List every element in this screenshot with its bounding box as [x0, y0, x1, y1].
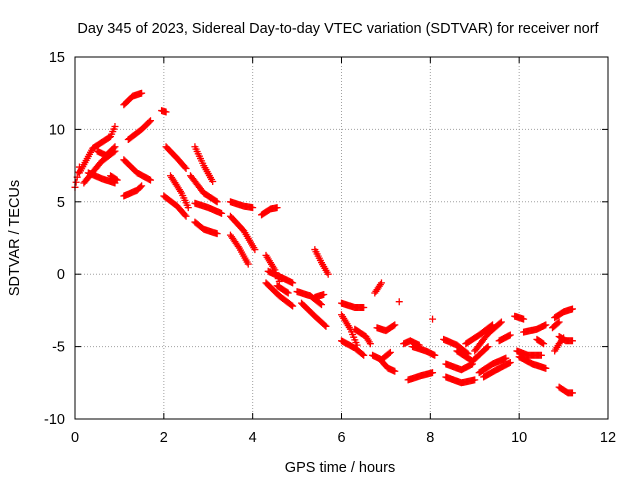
- data-point: [113, 176, 121, 184]
- data-point: [386, 348, 394, 356]
- data-point: [145, 118, 153, 126]
- y-tick-label: 15: [49, 50, 65, 66]
- data-point: [147, 117, 155, 125]
- x-tick-label: 10: [511, 430, 527, 446]
- data-point: [390, 322, 398, 330]
- data-point: [181, 163, 189, 171]
- data-point: [182, 212, 190, 220]
- data-point: [471, 376, 479, 384]
- data-point: [542, 321, 550, 329]
- data-point: [395, 298, 403, 306]
- data-point: [555, 318, 563, 326]
- data-point: [213, 198, 221, 206]
- data-point: [542, 364, 550, 372]
- data-point: [484, 343, 492, 351]
- data-point: [322, 322, 330, 330]
- y-tick-label: 5: [57, 195, 65, 211]
- data-point: [111, 123, 119, 131]
- data-point: [324, 270, 332, 278]
- data-point: [538, 339, 546, 347]
- data-point: [111, 143, 119, 151]
- data-point: [249, 204, 257, 212]
- data-point: [429, 369, 437, 377]
- data-point: [568, 305, 576, 313]
- data-point: [540, 340, 548, 348]
- chart-title: Day 345 of 2023, Sidereal Day-to-day VTE…: [77, 21, 599, 37]
- data-point: [318, 301, 326, 309]
- data-point: [429, 315, 437, 323]
- data-point: [181, 211, 189, 219]
- data-point: [360, 351, 368, 359]
- data-point: [506, 359, 514, 367]
- data-point: [558, 335, 566, 343]
- data-point: [212, 197, 220, 205]
- data-point: [147, 176, 155, 184]
- data-point: [321, 321, 329, 329]
- x-tick-label: 0: [71, 430, 79, 446]
- data-point: [502, 354, 510, 362]
- data-point: [162, 108, 170, 116]
- data-point: [137, 183, 145, 191]
- data-point: [289, 279, 297, 287]
- x-axis-label: GPS time / hours: [285, 460, 395, 476]
- data-point: [316, 300, 324, 308]
- data-point: [497, 318, 505, 326]
- x-tick-label: 4: [249, 430, 257, 446]
- x-tick-label: 8: [426, 430, 434, 446]
- data-point: [483, 344, 491, 352]
- data-point: [537, 351, 545, 359]
- data-point: [251, 246, 259, 254]
- data-point: [391, 367, 399, 375]
- data-point: [496, 319, 504, 327]
- data-point: [234, 243, 242, 251]
- data-point: [568, 337, 576, 345]
- data-point: [371, 289, 379, 297]
- x-tick-label: 6: [337, 430, 345, 446]
- data-point: [138, 89, 146, 97]
- data-point: [431, 351, 439, 359]
- y-tick-label: 0: [57, 267, 65, 283]
- data-point: [209, 178, 217, 186]
- data-point: [284, 289, 292, 297]
- data-point: [72, 178, 80, 186]
- data-point: [320, 290, 328, 298]
- data-point: [288, 301, 296, 309]
- data-point: [213, 230, 221, 238]
- data-point: [182, 164, 190, 172]
- data-point: [359, 350, 367, 358]
- data-point: [366, 340, 374, 348]
- data-point: [218, 209, 226, 217]
- data-point: [112, 175, 120, 183]
- data-point: [360, 304, 368, 312]
- data-point: [273, 204, 281, 212]
- data-point: [184, 204, 192, 212]
- data-point: [560, 334, 568, 342]
- y-tick-label: -5: [52, 340, 65, 356]
- axis-ticks: 0 2 4 6 8 10 12 -10 -5 0 5 10 15: [44, 50, 616, 446]
- x-tick-label: 12: [600, 430, 616, 446]
- data-point: [506, 331, 514, 339]
- data-point: [283, 288, 291, 296]
- data-point: [520, 315, 528, 323]
- data-point: [554, 319, 562, 327]
- y-tick-label: -10: [44, 412, 65, 428]
- x-tick-label: 2: [160, 430, 168, 446]
- data-point: [289, 302, 297, 310]
- y-tick-label: 10: [49, 122, 65, 138]
- grid-lines: [75, 57, 608, 419]
- data-point: [385, 349, 393, 357]
- y-axis-label: SDTVAR / TECUs: [7, 180, 23, 296]
- data-point: [110, 144, 118, 152]
- data-points: [71, 89, 576, 397]
- data-point: [568, 389, 576, 397]
- data-point: [138, 182, 146, 190]
- data-point: [244, 260, 252, 268]
- data-point: [391, 321, 399, 329]
